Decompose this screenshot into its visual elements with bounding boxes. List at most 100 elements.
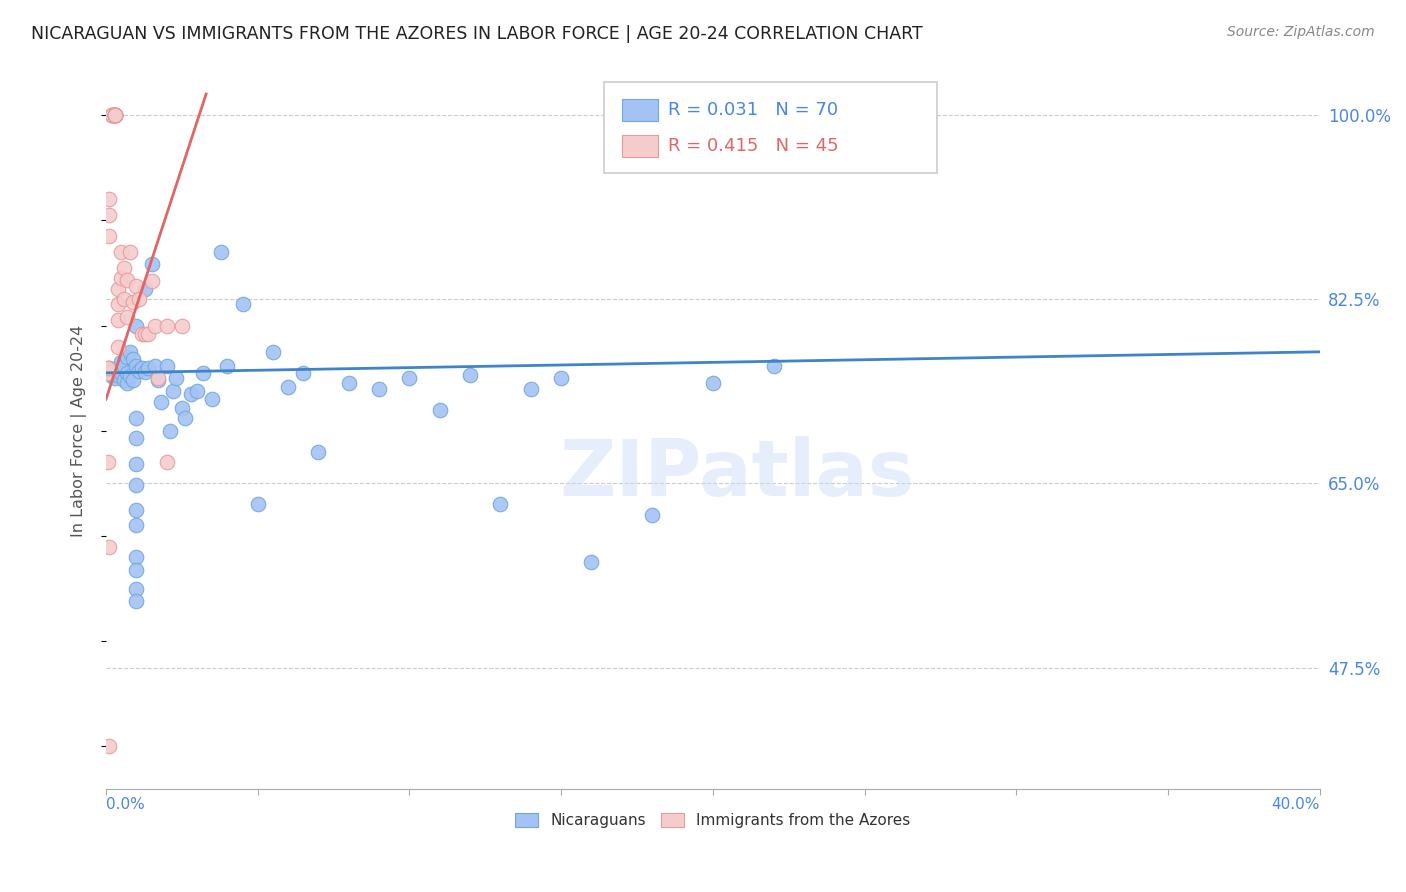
Point [125,458,148,472]
Point [96,455,118,469]
Point [702,376,724,391]
Point [128,364,150,378]
Point [277,379,299,393]
Point [398,371,420,385]
Text: R = 0.031   N = 70: R = 0.031 N = 70 [668,101,838,120]
Point [110,244,132,259]
Point [107,297,129,311]
Point [110,355,132,369]
Point [149,395,172,409]
Point [101,108,124,122]
Point [209,244,232,259]
Point [107,360,129,375]
Point [262,344,284,359]
Point [98,208,121,222]
Point [134,365,156,379]
Point [131,360,153,375]
Point [115,273,138,287]
Point [246,497,269,511]
Point [101,108,124,122]
Bar [621,136,658,157]
Point [125,478,148,492]
Point [146,371,169,385]
Point [104,108,127,122]
Point [138,360,160,375]
Point [141,258,163,272]
Point [104,362,127,376]
Point [112,359,135,373]
Point [115,310,138,325]
Point [125,359,148,373]
Point [191,366,214,380]
Point [120,369,142,384]
Point [125,582,148,596]
Point [122,373,145,387]
Point [131,326,153,341]
Point [217,359,239,373]
Point [110,271,132,285]
Point [104,108,127,122]
Point [98,739,121,754]
Legend: Nicaraguans, Immigrants from the Azores: Nicaraguans, Immigrants from the Azores [509,807,917,835]
Point [107,313,129,327]
Point [641,508,664,522]
Point [165,371,187,385]
Point [98,360,121,375]
Point [337,376,360,391]
Point [107,340,129,354]
Bar [621,99,658,121]
Point [134,326,156,341]
Point [107,368,129,382]
Point [125,594,148,608]
Point [292,366,315,380]
Point [112,260,135,275]
Point [122,295,145,310]
Point [104,108,127,122]
Point [104,371,127,385]
Point [201,392,224,407]
Point [143,359,166,373]
Point [104,108,127,122]
Point [173,411,195,425]
Point [125,549,148,564]
Point [180,387,202,401]
Point [104,108,127,122]
Point [125,278,148,293]
Point [489,497,512,511]
Text: 40.0%: 40.0% [1271,797,1320,812]
FancyBboxPatch shape [603,81,938,173]
Text: Source: ZipAtlas.com: Source: ZipAtlas.com [1227,25,1375,39]
Point [125,563,148,577]
Point [115,350,138,364]
Point [104,108,127,122]
Point [101,362,124,376]
Point [120,244,142,259]
Point [186,384,208,398]
Point [101,108,124,122]
Point [96,360,118,375]
Point [104,108,127,122]
Point [762,359,785,373]
Point [107,282,129,296]
Point [96,366,118,380]
Point [170,318,193,333]
Point [550,371,572,385]
Point [156,359,179,373]
Text: NICARAGUAN VS IMMIGRANTS FROM THE AZORES IN LABOR FORCE | AGE 20-24 CORRELATION : NICARAGUAN VS IMMIGRANTS FROM THE AZORES… [31,25,922,43]
Point [101,108,124,122]
Point [110,366,132,380]
Point [143,318,166,333]
Point [104,108,127,122]
Point [125,411,148,425]
Point [125,518,148,533]
Point [134,282,156,296]
Point [101,369,124,384]
Point [520,382,543,396]
Point [581,555,603,569]
Point [162,384,184,398]
Point [125,502,148,516]
Point [98,366,121,380]
Point [120,344,142,359]
Point [146,373,169,387]
Point [104,108,127,122]
